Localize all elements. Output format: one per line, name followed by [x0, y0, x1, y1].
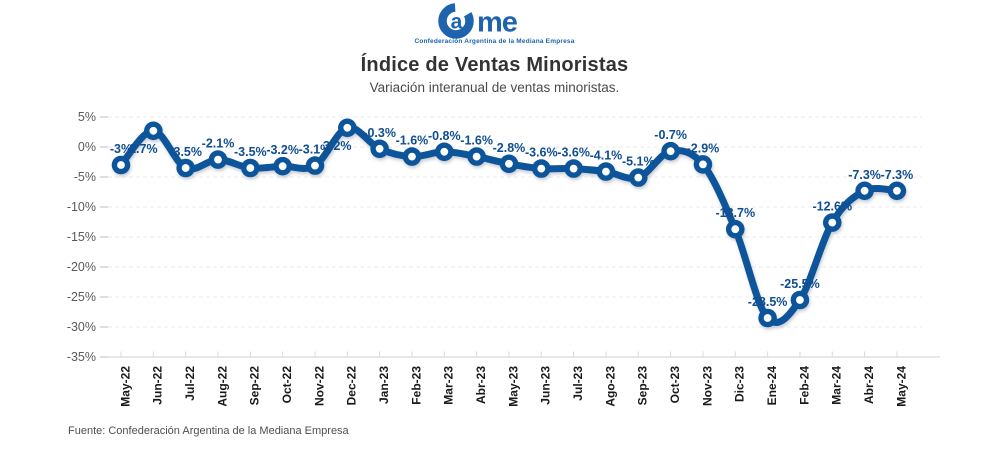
y-tick-label: 5% — [78, 110, 96, 124]
data-point-hole — [278, 162, 287, 171]
x-tick-label: Mar-24 — [830, 366, 844, 405]
data-point-hole — [634, 173, 643, 182]
logo-tagline: Confederación Argentina de la Mediana Em… — [414, 38, 575, 45]
data-label: -13.7% — [715, 206, 755, 220]
x-tick-label: Ago-23 — [603, 366, 617, 407]
y-tick-label: -15% — [67, 230, 96, 244]
chart-header: a me Confederación Argentina de la Media… — [0, 0, 989, 95]
data-point-hole — [246, 164, 255, 172]
x-tick-label: Aug-22 — [215, 366, 229, 407]
data-label: -2.8% — [493, 141, 526, 155]
y-tick-label: -20% — [67, 260, 96, 274]
data-label: -0.8% — [428, 129, 461, 143]
data-point-hole — [149, 126, 158, 135]
logo-letters-me: me — [477, 7, 518, 39]
x-tick-label: Oct-23 — [668, 366, 682, 404]
data-point-hole — [893, 186, 901, 195]
page-subtitle: Variación interanual de ventas minorista… — [369, 80, 620, 95]
data-label: -3.6% — [557, 146, 590, 160]
data-point-hole — [828, 218, 837, 227]
data-point-hole — [214, 155, 222, 164]
x-tick-label: Mar-23 — [442, 366, 456, 405]
x-tick-label: May-23 — [506, 366, 520, 407]
data-point-hole — [440, 147, 449, 156]
came-logo-icon: a me — [437, 3, 518, 39]
y-tick-label: -5% — [74, 170, 96, 184]
y-tick-label: 0% — [78, 140, 96, 154]
x-tick-label: Sep-23 — [636, 366, 650, 406]
series-group — [111, 118, 907, 328]
data-point-hole — [408, 152, 416, 161]
y-tick-label: -25% — [67, 290, 96, 304]
data-point-hole — [117, 161, 125, 169]
logo-letter-a: a — [450, 11, 462, 34]
data-point-hole — [472, 152, 481, 161]
data-point-hole — [375, 144, 384, 153]
x-tick-label: May-24 — [894, 366, 908, 407]
data-label: -7.3% — [848, 168, 881, 182]
data-label: 3.2% — [323, 139, 352, 153]
data-label: -3% — [110, 142, 132, 156]
x-tick-label: Abr-23 — [474, 366, 488, 404]
data-label: -12.6% — [812, 200, 852, 214]
x-tick-label: Feb-24 — [797, 366, 811, 405]
data-label: -3.6% — [525, 146, 558, 160]
x-tick-label: Jan-23 — [377, 366, 391, 404]
data-label: -3.5% — [169, 145, 202, 159]
data-label: -0.3% — [363, 126, 396, 140]
x-tick-label: May-22 — [118, 366, 132, 407]
data-label: 2.7% — [129, 142, 158, 156]
source-note: Fuente: Confederación Argentina de la Me… — [68, 425, 349, 437]
y-tick-label: -30% — [67, 320, 96, 334]
x-tick-label: Sep-22 — [248, 366, 262, 406]
y-tick-label: -35% — [67, 350, 96, 364]
x-tick-label: Nov-23 — [700, 366, 714, 406]
data-point-hole — [569, 164, 578, 173]
data-label: -25.5% — [780, 277, 820, 291]
data-point-hole — [181, 164, 190, 172]
came-logo: a me Confederación Argentina de la Media… — [0, 2, 989, 45]
x-tick-label: Jun-22 — [151, 366, 165, 405]
x-tick-label: Dec-22 — [345, 366, 359, 406]
x-tick-label: Feb-23 — [409, 366, 423, 405]
page-title: Índice de Ventas Minoristas — [360, 54, 629, 76]
data-point-hole — [537, 164, 546, 173]
data-point-hole — [860, 186, 869, 195]
x-tick-label: Jul-22 — [183, 366, 197, 401]
data-point-hole — [763, 314, 772, 322]
y-tick-label: -10% — [67, 200, 96, 214]
data-point-hole — [731, 225, 740, 234]
data-label: -2.1% — [202, 137, 235, 151]
data-label: -28.5% — [748, 295, 788, 309]
data-label: -4.1% — [590, 149, 623, 163]
data-label: -1.6% — [396, 134, 429, 148]
data-label: -1.6% — [460, 134, 493, 148]
data-point-hole — [505, 159, 513, 168]
x-tick-label: Nov-22 — [312, 366, 326, 406]
data-point-hole — [666, 147, 675, 156]
data-point-hole — [602, 167, 610, 176]
data-label: -5.1% — [622, 155, 655, 169]
x-tick-label: Ene-24 — [765, 366, 779, 406]
data-label: -7.3% — [881, 168, 914, 182]
data-label: -0.7% — [654, 128, 687, 142]
x-tick-label: Oct-22 — [280, 366, 294, 404]
data-label: -2.9% — [687, 141, 720, 155]
data-label: -3.2% — [266, 143, 299, 157]
x-tick-label: Jul-23 — [571, 366, 585, 401]
data-point-hole — [699, 160, 707, 169]
data-label: -3.1% — [299, 143, 332, 157]
x-tick-label: Jun-23 — [539, 366, 553, 405]
x-tick-label: Dic-23 — [733, 366, 747, 402]
x-tick-label: Abr-24 — [862, 366, 876, 404]
data-point-hole — [343, 123, 352, 132]
data-point-hole — [311, 161, 319, 170]
data-point-hole — [796, 296, 804, 304]
logo-c-ring — [437, 3, 474, 39]
data-label: -3.5% — [234, 145, 267, 159]
